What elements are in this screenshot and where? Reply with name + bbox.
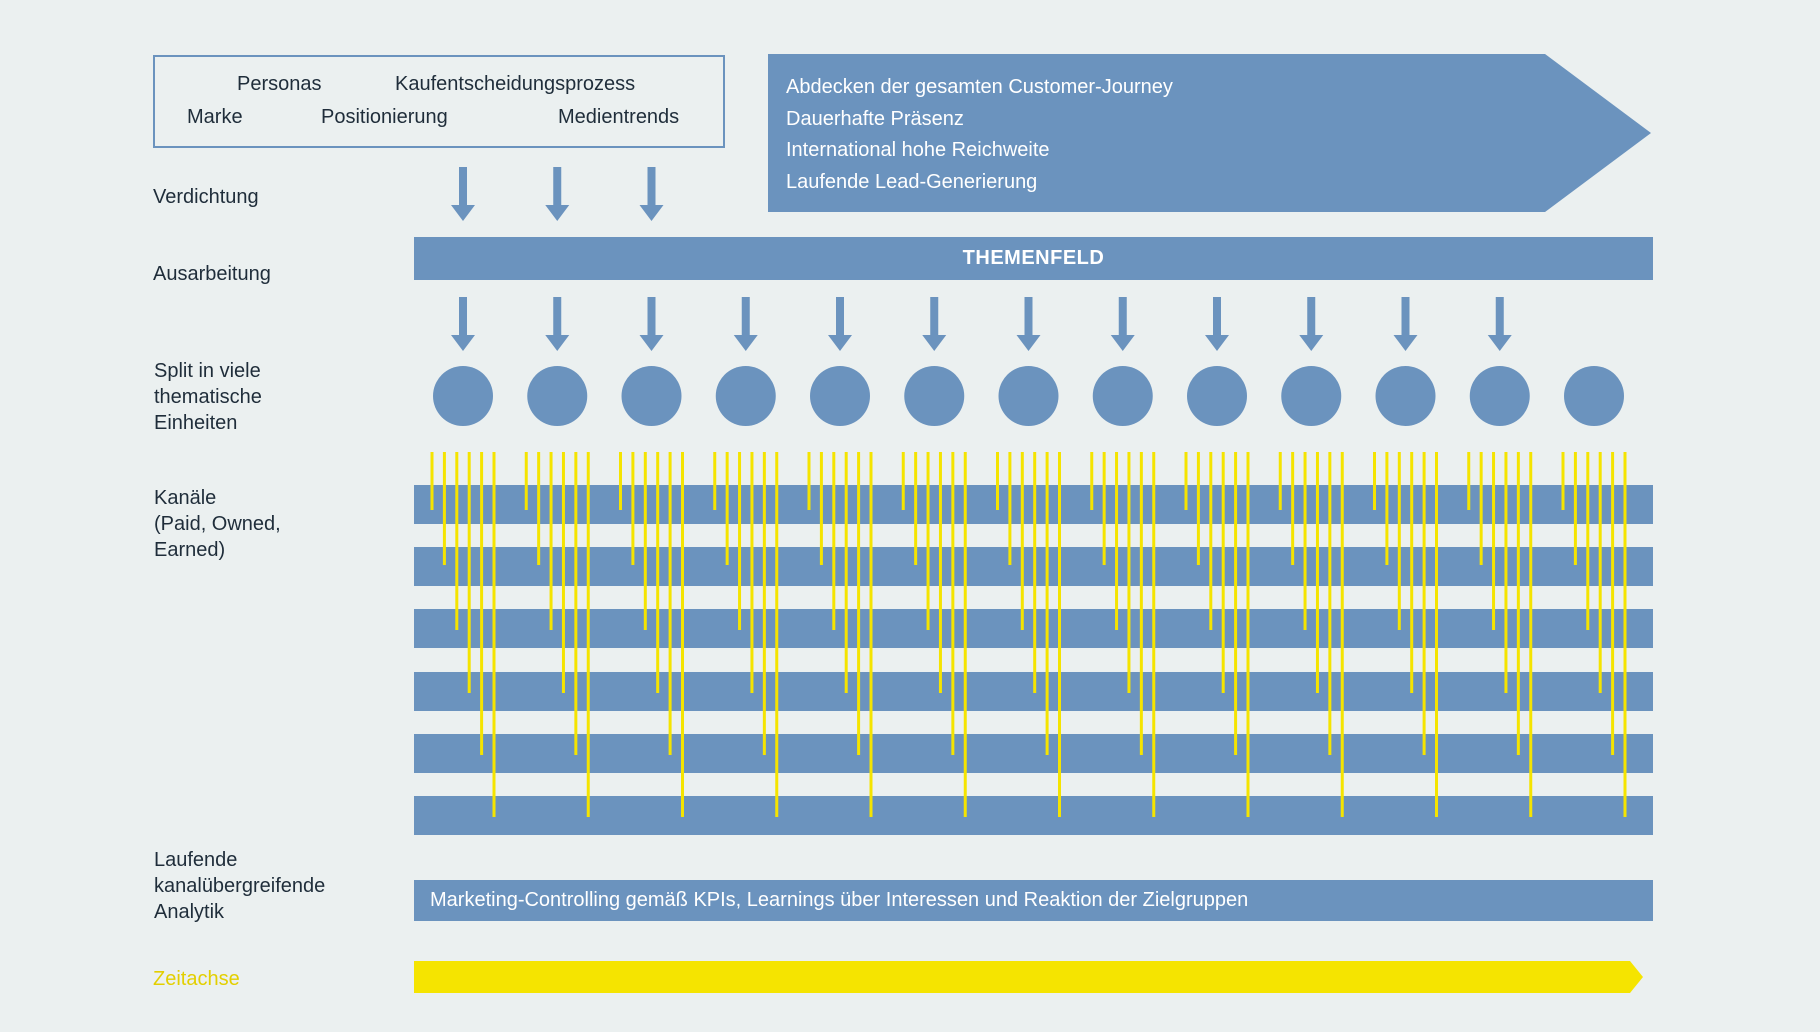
- split-arrow-head: [639, 335, 664, 351]
- split-arrow-shaft: [741, 297, 750, 337]
- thematic-unit: [1092, 366, 1153, 426]
- thematic-unit: [433, 366, 493, 426]
- split-arrow-shaft: [553, 297, 562, 337]
- goals-arrow: [768, 54, 1651, 212]
- stage-label-kanaele: Kanäle (Paid, Owned, Earned): [154, 487, 281, 561]
- thematic-unit: [1187, 366, 1247, 426]
- channel-band: [414, 796, 1653, 835]
- split-arrow-head: [1016, 335, 1041, 351]
- split-arrow-shaft: [1307, 297, 1316, 337]
- split-arrow-head: [1205, 335, 1229, 351]
- split-arrow-head: [733, 335, 758, 351]
- split-arrow-shaft: [459, 297, 467, 337]
- themenfeld-bar: THEMENFELD: [414, 237, 1653, 280]
- analytics-bar: Marketing-Controlling gemäß KPIs, Learni…: [414, 880, 1653, 921]
- stage-label-ausarbeitung: Ausarbeitung: [153, 263, 271, 285]
- thematic-unit: [621, 366, 682, 426]
- split-arrow-head: [451, 335, 475, 351]
- split-arrow-shaft: [1495, 297, 1504, 337]
- channel-band: [414, 734, 1653, 773]
- thematic-unit: [1375, 366, 1436, 426]
- stage-label-verdichtung: Verdichtung: [153, 186, 259, 208]
- split-arrow-head: [1487, 335, 1512, 351]
- goal-lead-generierung: Laufende Lead-Generierung: [786, 170, 1038, 193]
- goals-list: Abdecken der gesamten Customer-Journey D…: [786, 72, 1173, 198]
- thematic-unit: [998, 366, 1059, 426]
- split-arrow-shaft: [930, 297, 939, 337]
- split-arrow-head: [545, 335, 570, 351]
- goal-customer-journey: Abdecken der gesamten Customer-Journey: [786, 76, 1173, 98]
- input-personas: Personas: [237, 73, 322, 95]
- verdichtung-arrow-shaft: [647, 167, 656, 207]
- verdichtung-arrow-shaft: [459, 167, 467, 207]
- split-arrow-shaft: [1024, 297, 1033, 337]
- split-arrow-head: [1393, 335, 1418, 351]
- split-arrow-head: [1110, 335, 1135, 351]
- split-arrow-shaft: [1213, 297, 1221, 337]
- input-marke: Marke: [187, 106, 243, 128]
- thematic-unit: [1469, 366, 1530, 426]
- input-kaufentscheidungsprozess: Kaufentscheidungsprozess: [395, 73, 636, 95]
- verdichtung-arrow-head: [545, 205, 570, 221]
- thematic-unit: [1564, 366, 1624, 426]
- thematic-unit: [527, 366, 588, 426]
- split-arrow-head: [828, 335, 852, 351]
- input-positionierung: Positionierung: [321, 106, 448, 128]
- split-arrow-shaft: [1401, 297, 1410, 337]
- split-arrow-shaft: [1118, 297, 1127, 337]
- input-factors-box: Personas Kaufentscheidungsprozess Marke …: [153, 55, 725, 148]
- thematic-unit: [904, 366, 965, 426]
- goal-praesenz: Dauerhafte Präsenz: [786, 107, 964, 130]
- stage-label-split: Split in viele thematische Einheiten: [154, 360, 262, 434]
- goal-reichweite: International hohe Reichweite: [786, 139, 1050, 161]
- timeline-arrow: [414, 961, 1643, 993]
- thematic-unit: [715, 366, 776, 426]
- input-medientrends: Medientrends: [558, 106, 680, 128]
- split-arrow-head: [1299, 335, 1324, 351]
- thematic-unit: [1281, 366, 1342, 426]
- stage-label-zeitachse: Zeitachse: [153, 968, 240, 990]
- split-arrow-shaft: [836, 297, 844, 337]
- stage-label-analytik: Laufende kanalübergreifende Analytik: [154, 849, 326, 923]
- split-arrow-shaft: [647, 297, 656, 337]
- verdichtung-arrow-shaft: [553, 167, 562, 207]
- thematic-unit: [810, 366, 870, 426]
- verdichtung-arrow-head: [451, 205, 475, 221]
- verdichtung-arrow-head: [639, 205, 664, 221]
- split-arrow-head: [922, 335, 947, 351]
